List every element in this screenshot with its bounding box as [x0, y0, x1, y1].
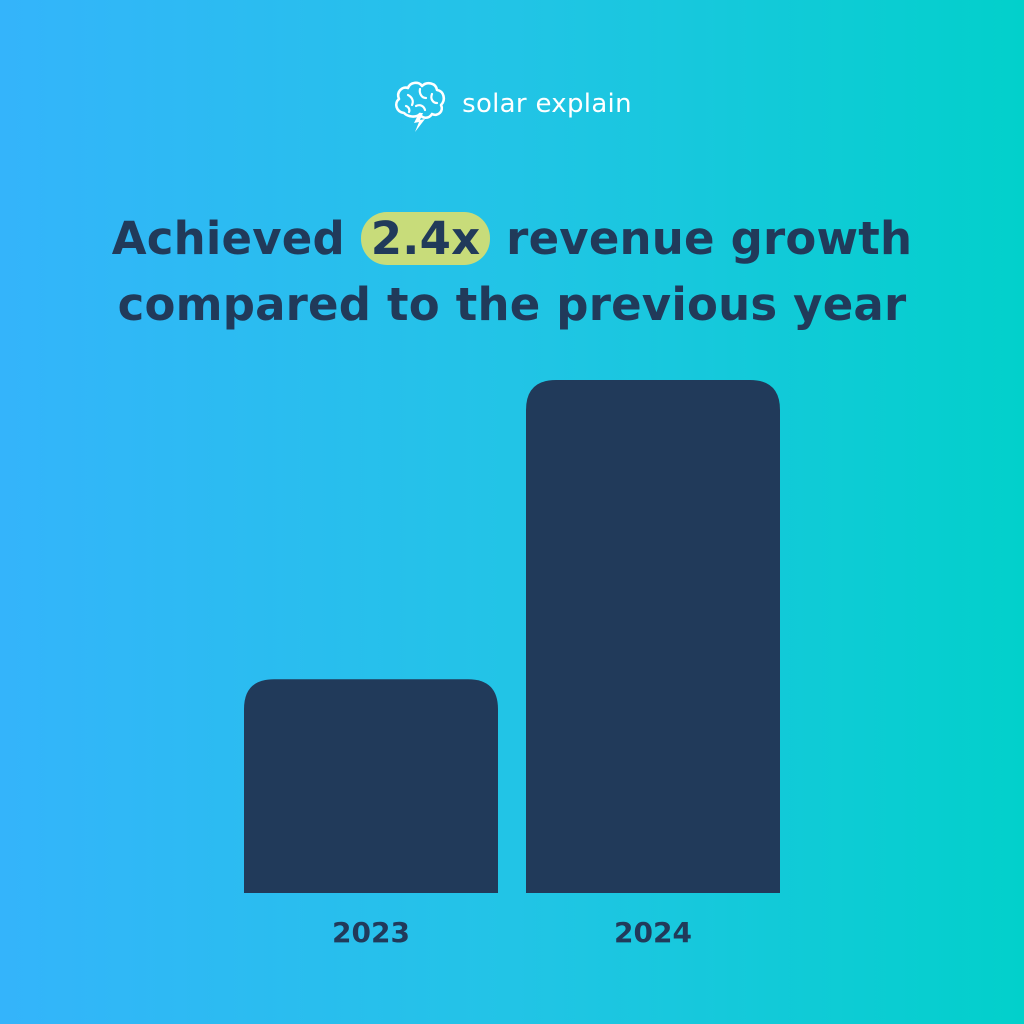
headline-highlight: 2.4x — [360, 212, 491, 265]
category-label-2023: 2023 — [332, 916, 410, 949]
brand-name: solar explain — [462, 89, 632, 119]
bar-2023 — [244, 679, 498, 893]
headline-prefix: Achieved — [111, 212, 361, 265]
brain-lightning-icon — [392, 79, 448, 133]
headline: Achieved 2.4x revenue growth compared to… — [0, 206, 1024, 338]
bar-2024 — [526, 380, 780, 893]
brand-header: solar explain — [0, 76, 1024, 136]
headline-suffix: revenue growth — [490, 212, 913, 265]
headline-line-2: compared to the previous year — [117, 278, 907, 331]
category-label-2024: 2024 — [614, 916, 692, 949]
